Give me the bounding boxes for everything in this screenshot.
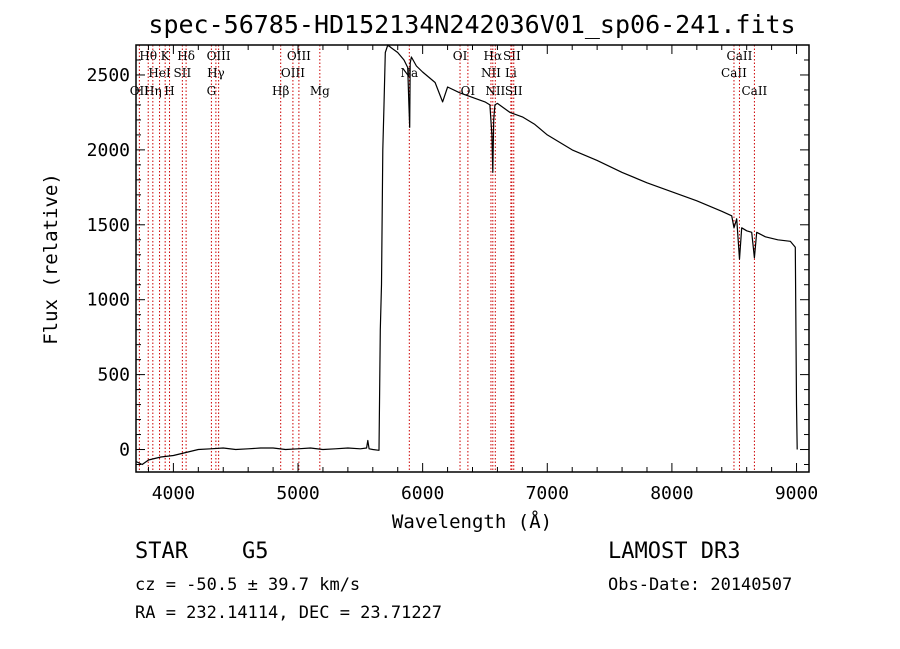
spectral-line-label: Hβ — [272, 84, 289, 98]
x-tick-label: 7000 — [526, 483, 569, 504]
spectral-line-label: CaII — [727, 49, 753, 63]
spectral-line-label: OIII — [287, 49, 311, 63]
ticks-layer: 4000 5000 6000 7000 8000 9000 0 500 1000 1500 2000… — [87, 45, 818, 504]
spectral-line-label: H — [164, 84, 174, 98]
x-tick-label: 8000 — [650, 483, 693, 504]
obs-date: Obs-Date: 20140507 — [608, 575, 793, 595]
spectrum-series-line — [135, 44, 798, 466]
spectral-line-label: HeI — [148, 66, 171, 80]
x-tick-label: 5000 — [276, 483, 319, 504]
spectral-line-label: Hγ — [207, 66, 225, 80]
x-tick-label: 4000 — [152, 483, 195, 504]
chart-title: spec-56785-HD152134N242036V01_sp06-241.f… — [148, 10, 795, 39]
y-tick-label: 1000 — [87, 290, 130, 311]
spectral-line-label: CaII — [741, 84, 767, 98]
x-tick-label: 9000 — [775, 483, 818, 504]
series-layer — [135, 44, 798, 466]
y-tick-label: 2000 — [87, 140, 130, 161]
spectral-line-label: SII — [174, 66, 192, 80]
spectral-line-label: Hα — [484, 49, 503, 63]
spectral-line-label: G — [207, 84, 217, 98]
spectral-lines-layer: HθOIIHηHeIKHSIIHδGHγOIIIHβOIIIOIIIMgNaOI… — [130, 45, 768, 472]
y-tick-label: 0 — [119, 440, 130, 461]
y-tick-label: 1500 — [87, 215, 130, 236]
spectral-line-label: NII — [481, 66, 501, 80]
object-subclass: G5 — [242, 539, 269, 564]
spectral-line-label: SII — [503, 49, 521, 63]
object-class: STAR — [135, 539, 188, 564]
y-axis-label: Flux (relative) — [40, 173, 62, 345]
spectral-line-label: K — [161, 49, 171, 63]
spectral-line-label: OIII — [207, 49, 231, 63]
x-tick-label: 6000 — [401, 483, 444, 504]
spectral-line-label: OIII — [281, 66, 305, 80]
x-axis-label: Wavelength (Å) — [392, 510, 552, 533]
spectral-line-label: Hδ — [177, 49, 195, 63]
spectral-line-label: Hη — [144, 84, 162, 98]
spectral-line-label: Mg — [310, 84, 330, 98]
spectral-line-label: Hθ — [139, 49, 157, 63]
spectral-line-label: Li — [505, 66, 517, 80]
spectral-line-label: SII — [505, 84, 523, 98]
spectral-line-label: OII — [130, 84, 150, 98]
coordinates-text: RA = 232.14114, DEC = 23.71227 — [135, 603, 443, 623]
spectral-line-label: NII — [485, 84, 505, 98]
spectral-line-label: CaII — [721, 66, 747, 80]
spectral-line-label: OI — [453, 49, 468, 63]
plot-frame — [135, 44, 810, 473]
survey-name: LAMOST DR3 — [608, 539, 741, 564]
redshift-text: cz = -50.5 ± 39.7 km/s — [135, 575, 361, 595]
spectral-line-label: Na — [400, 66, 418, 80]
y-tick-label: 2500 — [87, 65, 130, 86]
y-tick-label: 500 — [97, 365, 130, 386]
